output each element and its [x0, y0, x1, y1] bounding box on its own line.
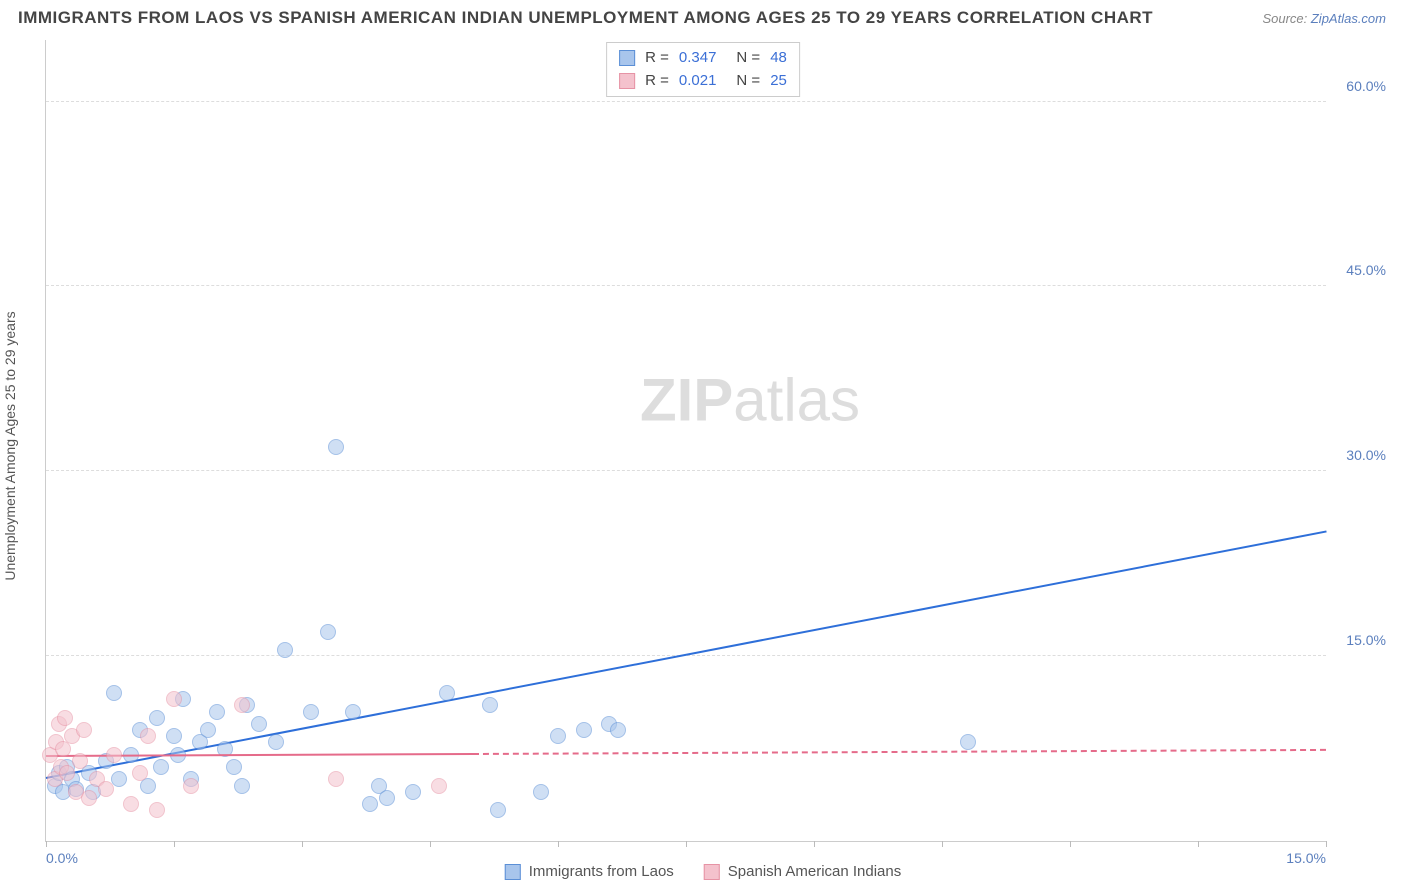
x-tick — [1070, 841, 1071, 847]
marker-laos — [439, 685, 455, 701]
chart-title: IMMIGRANTS FROM LAOS VS SPANISH AMERICAN… — [18, 8, 1153, 28]
stats-box: R = 0.347 N = 48 R = 0.021 N = 25 — [606, 42, 800, 97]
marker-laos — [610, 722, 626, 738]
gridline — [46, 285, 1326, 286]
x-tick — [558, 841, 559, 847]
marker-spanish — [57, 710, 73, 726]
stats-swatch-laos — [619, 50, 635, 66]
marker-laos — [277, 642, 293, 658]
legend-swatch-spanish — [704, 864, 720, 880]
marker-laos — [251, 716, 267, 732]
legend: Immigrants from Laos Spanish American Ind… — [505, 863, 901, 880]
legend-swatch-laos — [505, 864, 521, 880]
source-prefix: Source: — [1262, 11, 1310, 26]
x-tick — [1326, 841, 1327, 847]
marker-laos — [320, 624, 336, 640]
marker-spanish — [81, 790, 97, 806]
marker-spanish — [72, 753, 88, 769]
marker-laos — [550, 728, 566, 744]
marker-laos — [106, 685, 122, 701]
y-tick-label: 15.0% — [1346, 632, 1386, 648]
stats-row-laos: R = 0.347 N = 48 — [619, 47, 787, 70]
stats-swatch-spanish — [619, 73, 635, 89]
marker-spanish — [76, 722, 92, 738]
source-link[interactable]: ZipAtlas.com — [1311, 11, 1386, 26]
n-label: N = — [736, 70, 760, 93]
x-tick — [686, 841, 687, 847]
n-value: 25 — [770, 70, 787, 93]
marker-laos — [345, 704, 361, 720]
x-tick — [942, 841, 943, 847]
marker-laos — [226, 759, 242, 775]
legend-item-spanish[interactable]: Spanish American Indians — [704, 863, 901, 880]
marker-laos — [166, 728, 182, 744]
marker-spanish — [328, 771, 344, 787]
marker-laos — [490, 802, 506, 818]
marker-laos — [303, 704, 319, 720]
marker-spanish — [140, 728, 156, 744]
r-label: R = — [645, 70, 669, 93]
x-tick — [1198, 841, 1199, 847]
n-value: 48 — [770, 47, 787, 70]
marker-laos — [482, 697, 498, 713]
marker-laos — [405, 784, 421, 800]
marker-spanish — [123, 796, 139, 812]
marker-spanish — [431, 778, 447, 794]
marker-laos — [576, 722, 592, 738]
source-attribution: Source: ZipAtlas.com — [1262, 11, 1386, 26]
marker-spanish — [59, 765, 75, 781]
legend-label: Immigrants from Laos — [529, 863, 674, 880]
stats-row-spanish: R = 0.021 N = 25 — [619, 70, 787, 93]
marker-laos — [153, 759, 169, 775]
marker-spanish — [234, 697, 250, 713]
marker-laos — [268, 734, 284, 750]
r-value: 0.347 — [679, 47, 717, 70]
gridline — [46, 101, 1326, 102]
r-value: 0.021 — [679, 70, 717, 93]
x-tick-label: 15.0% — [1286, 850, 1326, 866]
y-tick-label: 30.0% — [1346, 447, 1386, 463]
gridline — [46, 470, 1326, 471]
r-label: R = — [645, 47, 669, 70]
trend-line-spanish-dashed — [473, 749, 1326, 755]
y-tick-label: 45.0% — [1346, 262, 1386, 278]
x-tick-label: 0.0% — [46, 850, 78, 866]
legend-label: Spanish American Indians — [728, 863, 901, 880]
marker-laos — [362, 796, 378, 812]
x-tick — [174, 841, 175, 847]
n-label: N = — [736, 47, 760, 70]
marker-laos — [328, 439, 344, 455]
marker-laos — [149, 710, 165, 726]
x-tick — [814, 841, 815, 847]
marker-spanish — [98, 781, 114, 797]
watermark-light: atlas — [733, 367, 860, 434]
marker-spanish — [149, 802, 165, 818]
y-tick-label: 60.0% — [1346, 78, 1386, 94]
marker-laos — [533, 784, 549, 800]
marker-spanish — [132, 765, 148, 781]
x-tick — [46, 841, 47, 847]
marker-laos — [200, 722, 216, 738]
marker-laos — [209, 704, 225, 720]
plot-area: ZIPatlas 15.0%30.0%45.0%60.0%0.0%15.0% — [45, 40, 1326, 842]
x-tick — [430, 841, 431, 847]
marker-spanish — [183, 778, 199, 794]
legend-item-laos[interactable]: Immigrants from Laos — [505, 863, 674, 880]
watermark-bold: ZIP — [640, 367, 733, 434]
marker-spanish — [106, 747, 122, 763]
marker-laos — [960, 734, 976, 750]
title-bar: IMMIGRANTS FROM LAOS VS SPANISH AMERICAN… — [18, 8, 1386, 28]
x-tick — [302, 841, 303, 847]
marker-spanish — [166, 691, 182, 707]
watermark: ZIPatlas — [640, 366, 860, 435]
y-axis-label: Unemployment Among Ages 25 to 29 years — [2, 311, 18, 580]
marker-laos — [379, 790, 395, 806]
marker-laos — [234, 778, 250, 794]
